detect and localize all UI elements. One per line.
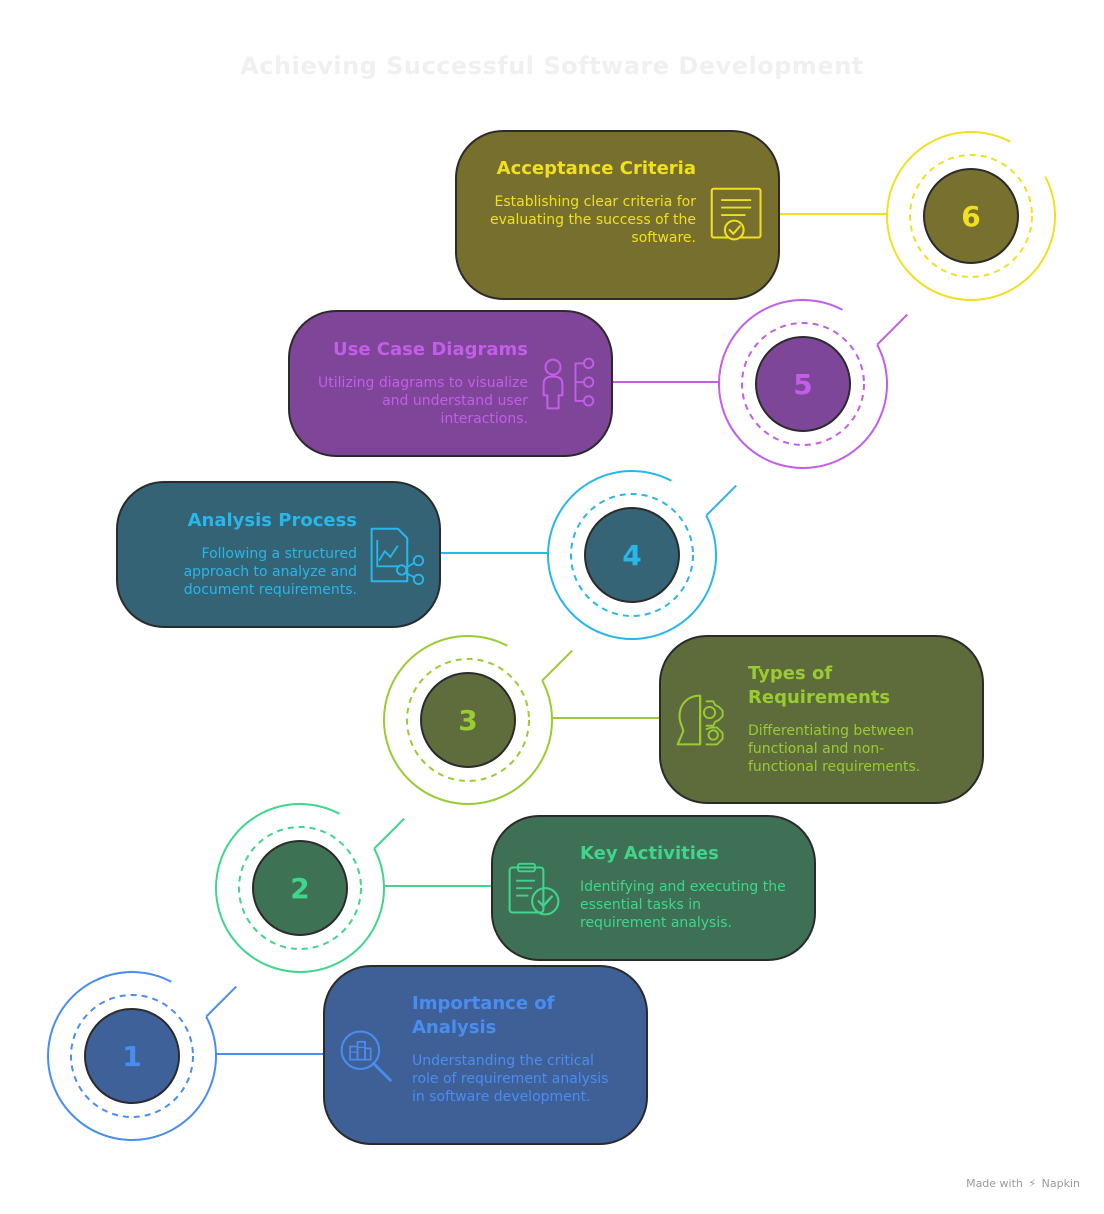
step-number: 4 <box>622 539 641 572</box>
step-text: Use Case Diagrams Utilizing diagrams to v… <box>302 338 528 428</box>
step-ring <box>215 803 385 973</box>
step-number: 2 <box>290 872 309 905</box>
dashed-ring <box>70 994 194 1118</box>
dashed-ring <box>238 826 362 950</box>
step-text: Acceptance Criteria Establishing clear cr… <box>472 157 696 247</box>
clipboard-check-icon <box>504 860 564 920</box>
step-description: Differentiating between functional and n… <box>748 723 921 775</box>
dashed-ring <box>570 493 694 617</box>
certificate-check-icon <box>708 185 768 245</box>
step-ring <box>47 971 217 1141</box>
step-text: Analysis Process Following a structured a… <box>132 509 357 599</box>
step-number: 1 <box>122 1040 141 1073</box>
step-text: Key Activities Identifying and executing … <box>580 842 790 932</box>
step-dot <box>420 672 516 768</box>
step-dot <box>84 1008 180 1104</box>
step-ring <box>718 299 888 469</box>
step-card: Types of Requirements Differentiating bet… <box>659 635 984 804</box>
step-text: Types of Requirements Differentiating bet… <box>748 662 948 776</box>
connector-line <box>780 213 888 216</box>
step-text: Importance of Analysis Understanding the … <box>412 992 617 1106</box>
step-leader-line <box>705 484 737 517</box>
step-title: Importance of Analysis <box>412 993 555 1038</box>
step-ring <box>547 470 717 640</box>
step-leader-line <box>205 985 237 1018</box>
dashed-ring <box>909 154 1033 278</box>
made-with-label: Made with <box>966 1177 1023 1190</box>
step-title: Types of Requirements <box>748 663 891 708</box>
step-dot <box>584 507 680 603</box>
user-network-icon <box>538 354 598 414</box>
step-leader-line <box>373 817 405 850</box>
page-title: Achieving Successful Software Developmen… <box>240 52 864 80</box>
step-number: 5 <box>793 368 812 401</box>
step-title: Analysis Process <box>187 510 357 531</box>
step-card: Acceptance Criteria Establishing clear cr… <box>455 130 780 300</box>
step-dot <box>923 168 1019 264</box>
step-dot <box>252 840 348 936</box>
step-description: Identifying and executing the essential … <box>580 879 786 931</box>
step-ring <box>886 131 1056 301</box>
chart-share-document-icon <box>366 525 426 585</box>
dashed-ring <box>406 658 530 782</box>
analysis-magnifier-icon <box>336 1024 396 1084</box>
connector-line <box>551 717 659 720</box>
step-leader-line <box>541 649 573 682</box>
connector-line <box>441 552 549 555</box>
step-ring <box>383 635 553 805</box>
step-title: Acceptance Criteria <box>496 158 696 179</box>
connector-line <box>613 381 720 384</box>
step-card: Analysis Process Following a structured a… <box>116 481 441 628</box>
step-leader-line <box>876 313 908 346</box>
head-gear-icon <box>672 690 732 750</box>
step-description: Utilizing diagrams to visualize and unde… <box>318 375 528 427</box>
step-title: Key Activities <box>580 843 719 864</box>
brand-label: Napkin <box>1041 1177 1080 1190</box>
footer-credit: Made with ⚡ Napkin <box>966 1177 1080 1190</box>
napkin-logo-icon: ⚡ <box>1028 1177 1037 1190</box>
step-description: Following a structured approach to analy… <box>183 546 357 598</box>
dashed-ring <box>741 322 865 446</box>
connector-line <box>215 1053 323 1056</box>
step-card: Use Case Diagrams Utilizing diagrams to v… <box>288 310 613 457</box>
step-number: 6 <box>961 200 980 233</box>
connector-line <box>383 885 491 888</box>
step-dot <box>755 336 851 432</box>
step-card: Key Activities Identifying and executing … <box>491 815 816 961</box>
step-description: Understanding the critical role of requi… <box>412 1053 609 1105</box>
step-card: Importance of Analysis Understanding the … <box>323 965 648 1145</box>
step-description: Establishing clear criteria for evaluati… <box>490 194 696 246</box>
step-title: Use Case Diagrams <box>333 339 528 360</box>
step-number: 3 <box>458 704 477 737</box>
